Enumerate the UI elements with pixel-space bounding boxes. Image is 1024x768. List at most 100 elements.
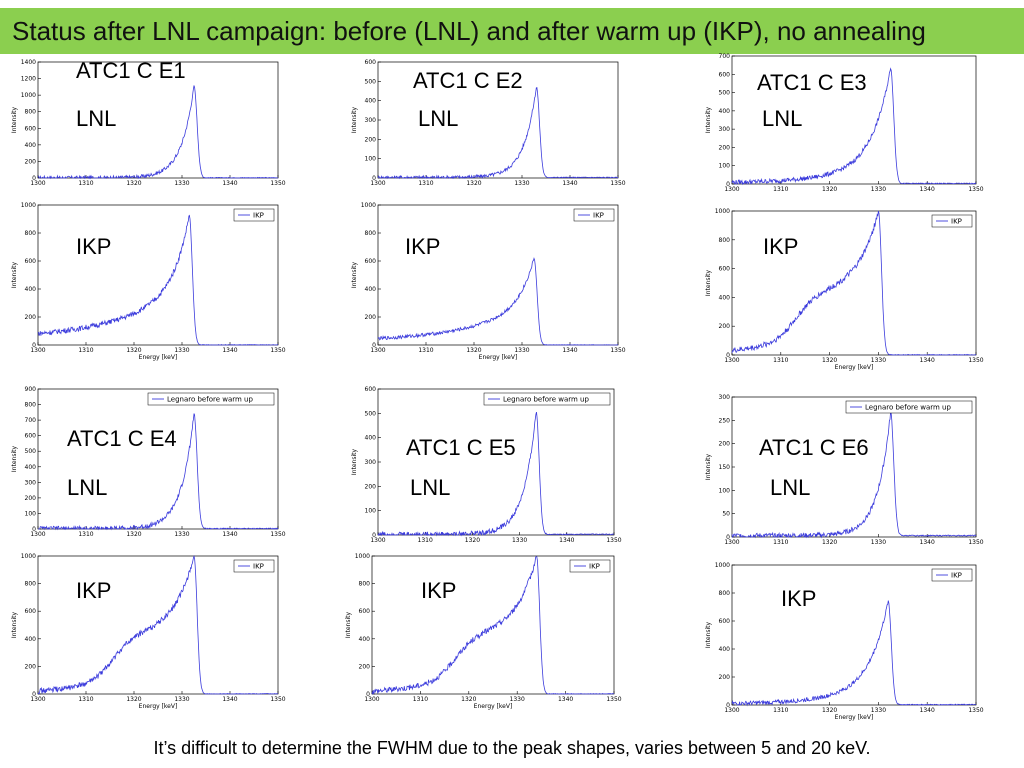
y-tick-label: 1000 (715, 562, 730, 569)
x-tick-label: 1330 (174, 696, 189, 703)
y-tick-label: 500 (365, 410, 377, 417)
y-tick-label: 1000 (21, 202, 36, 209)
plot-frame (731, 396, 977, 538)
y-tick-label: 200 (719, 674, 731, 681)
y-tick-label: 200 (25, 158, 37, 165)
x-tick-label: 1320 (822, 707, 837, 714)
series-line (731, 67, 977, 186)
legend-label: IKP (589, 563, 600, 571)
chart-svg: 1300 1310 1320 1330 1340 1350 0 100 200 300 400 500… (705, 53, 984, 193)
y-tick-label: 200 (719, 144, 731, 151)
x-tick-label: 1320 (466, 347, 481, 354)
legend-box (931, 214, 973, 228)
plot-frame (37, 388, 279, 530)
y-tick-label: 0 (32, 175, 36, 182)
plot-frame (37, 204, 279, 346)
x-tick-label: 1350 (968, 186, 983, 193)
y-tick-label: 600 (719, 266, 731, 273)
x-tick-label: 1320 (466, 180, 481, 187)
y-tick-label: 300 (719, 126, 731, 133)
y-tick-label: 600 (719, 618, 731, 625)
x-tick-label: 1330 (514, 347, 529, 354)
x-tick-label: 1320 (465, 537, 480, 544)
campaign-label-e3-ikp: IKP (763, 234, 799, 259)
x-axis-label: Energy [keV] (479, 354, 518, 361)
x-axis-label: Energy [keV] (835, 364, 874, 371)
x-tick-label: 1320 (822, 186, 837, 193)
x-tick-label: 1350 (606, 696, 621, 703)
legend-label: IKP (951, 218, 962, 226)
y-tick-label: 600 (365, 258, 377, 265)
y-tick-label: 0 (32, 526, 36, 533)
x-axis-label: Energy [keV] (835, 714, 874, 721)
x-tick-label: 1340 (222, 696, 237, 703)
series-line (377, 411, 615, 537)
x-tick-label: 1330 (871, 707, 886, 714)
x-tick-label: 1330 (174, 180, 189, 187)
y-tick-label: 150 (719, 464, 731, 471)
y-tick-label: 800 (359, 581, 371, 588)
y-axis-label: Intensity (351, 448, 358, 475)
x-tick-label: 1350 (606, 537, 621, 544)
legend-label: Legnaro before warm up (865, 404, 951, 412)
x-tick-label: 1320 (461, 696, 476, 703)
x-tick-label: 1340 (222, 347, 237, 354)
x-tick-label: 1310 (78, 531, 93, 538)
x-tick-label: 1300 (370, 180, 385, 187)
y-tick-label: 500 (25, 448, 37, 455)
y-tick-label: 600 (25, 433, 37, 440)
chart-e5-lnl: 1300 1310 1320 1330 1340 1350 0 100 200 300 400 500… (348, 383, 624, 553)
legend-box (569, 559, 611, 573)
x-tick-label: 1350 (968, 539, 983, 546)
y-tick-label: 600 (719, 71, 731, 78)
y-tick-label: 100 (719, 487, 731, 494)
legend-box (233, 208, 275, 222)
y-tick-label: 200 (365, 483, 377, 490)
x-tick-label: 1320 (126, 531, 141, 538)
plot-frame (37, 555, 279, 695)
x-tick-label: 1350 (270, 696, 285, 703)
y-axis-label: Intensity (351, 106, 358, 133)
legend-box (845, 400, 973, 414)
x-tick-label: 1330 (512, 537, 527, 544)
y-axis-label: Intensity (705, 621, 712, 648)
x-tick-label: 1340 (920, 539, 935, 546)
x-tick-label: 1310 (773, 707, 788, 714)
y-tick-label: 400 (365, 98, 377, 105)
x-tick-label: 1350 (968, 707, 983, 714)
chart-svg: 1300 1310 1320 1330 1340 1350 0 200 400 600 800 100… (705, 208, 984, 371)
x-tick-label: 1300 (30, 696, 45, 703)
y-tick-label: 400 (25, 286, 37, 293)
x-tick-label: 1350 (610, 347, 625, 354)
series-line (37, 85, 279, 180)
chart-svg: 1300 1310 1320 1330 1340 1350 0 200 400 600 800 100… (11, 553, 286, 710)
y-axis-label: Intensity (705, 269, 712, 296)
chart-e3-lnl: 1300 1310 1320 1330 1340 1350 0 100 200 300 400 500… (702, 50, 986, 202)
x-tick-label: 1340 (222, 531, 237, 538)
x-tick-label: 1310 (78, 696, 93, 703)
legend-label: IKP (951, 572, 962, 580)
chart-svg: 1300 1310 1320 1330 1340 1350 0 100 200 300 400 500… (351, 386, 622, 544)
y-axis-label: Intensity (11, 106, 18, 133)
x-tick-label: 1300 (30, 347, 45, 354)
x-tick-label: 1340 (920, 186, 935, 193)
x-tick-label: 1320 (126, 180, 141, 187)
x-tick-label: 1310 (773, 357, 788, 364)
y-tick-label: 800 (25, 581, 37, 588)
y-tick-label: 1000 (715, 208, 730, 215)
x-tick-label: 1340 (222, 180, 237, 187)
campaign-label-e2-lnl: LNL (418, 106, 459, 131)
y-tick-label: 400 (25, 464, 37, 471)
x-tick-label: 1300 (364, 696, 379, 703)
plot-frame (731, 210, 977, 356)
y-tick-label: 800 (25, 109, 37, 116)
y-tick-label: 250 (719, 417, 731, 424)
x-tick-label: 1300 (370, 537, 385, 544)
series-line (377, 86, 619, 180)
y-tick-label: 600 (359, 608, 371, 615)
x-tick-label: 1340 (562, 180, 577, 187)
detector-label-e6: ATC1 C E6 (759, 435, 869, 460)
y-tick-label: 300 (365, 117, 377, 124)
y-tick-label: 1000 (21, 92, 36, 99)
y-axis-label: Intensity (11, 611, 18, 638)
